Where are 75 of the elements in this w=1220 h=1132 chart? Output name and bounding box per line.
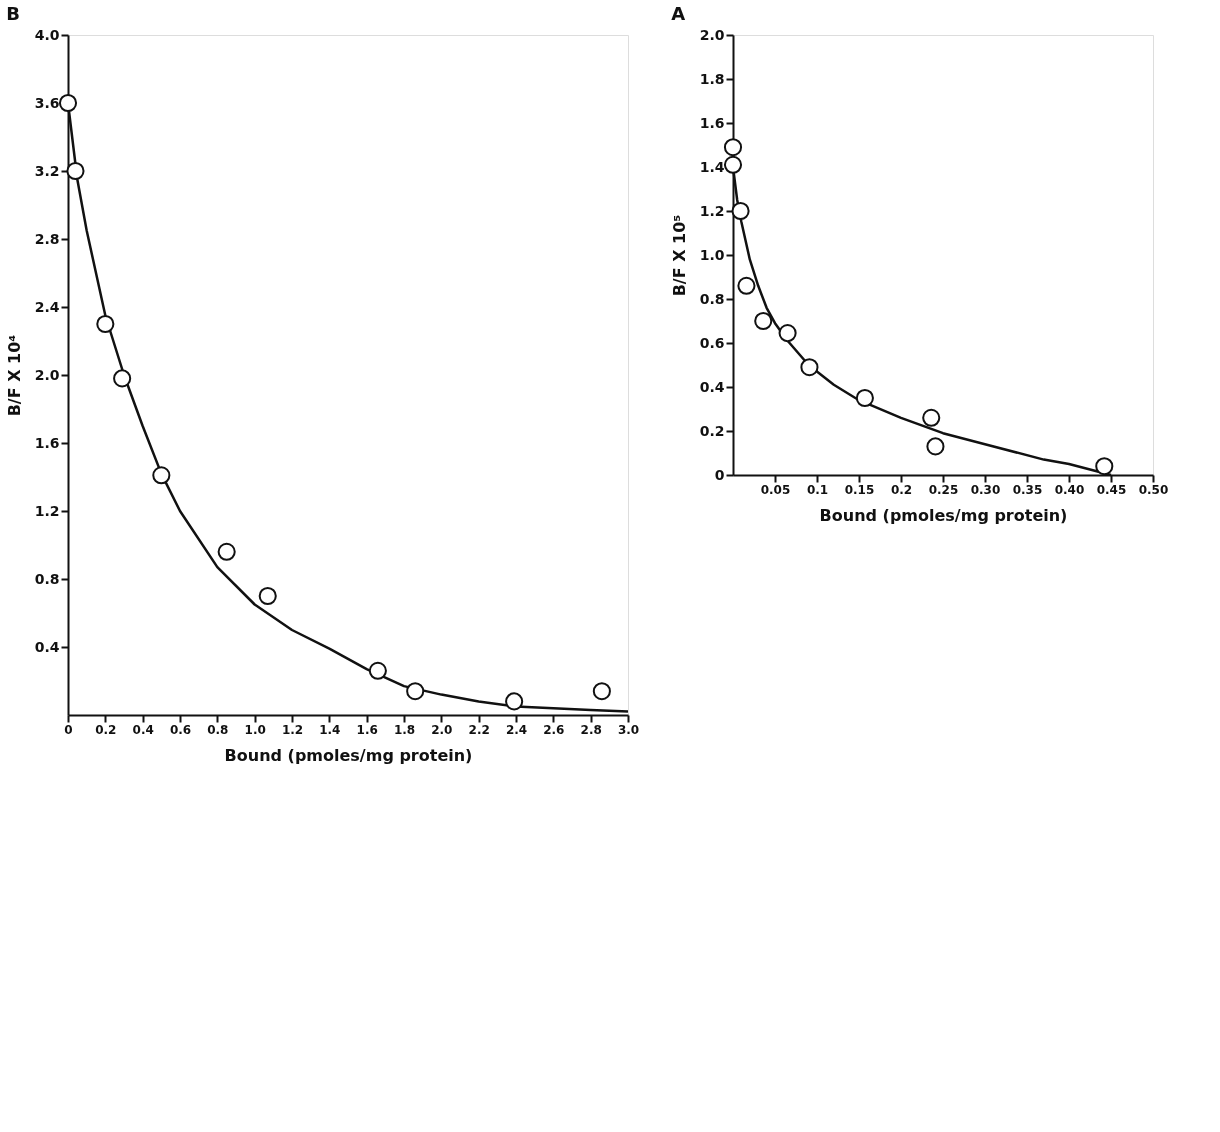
x-tick-label: 0.25	[928, 482, 959, 497]
point	[152, 466, 171, 485]
y-tick-label: 0.8	[34, 570, 60, 587]
x-tick-label: 2.8	[580, 722, 602, 737]
point	[406, 682, 425, 701]
y-tick-label: 2.4	[34, 298, 60, 315]
point	[922, 408, 941, 427]
x-tick-label: 0.15	[844, 482, 875, 497]
y-tick-label: 2.8	[34, 230, 60, 247]
x-tick-label: 0.05	[760, 482, 791, 497]
point	[113, 369, 132, 388]
x-tick-label: 1.8	[393, 722, 416, 737]
point	[217, 542, 236, 561]
x-axis-title: Bound (pmoles/mg protein)	[819, 505, 1068, 525]
y-tick-label: 1.4	[699, 158, 725, 175]
y-tick-label: 0.2	[699, 422, 725, 439]
point	[1095, 457, 1114, 476]
x-tick-label: 0.8	[207, 722, 229, 737]
x-tick-label: 0.30	[970, 482, 1001, 497]
x-axis-title: Bound (pmoles/mg protein)	[224, 745, 473, 765]
x-tick-label: 0.2	[890, 482, 913, 497]
x-tick-label: 0.6	[169, 722, 192, 737]
x-tick-label: 0.35	[1012, 482, 1043, 497]
x-tick-label: 0.45	[1096, 482, 1127, 497]
point	[368, 661, 387, 680]
y-axis-title: B/F X 10⁴	[4, 334, 24, 417]
y-tick-label: 2.0	[34, 366, 60, 383]
y-tick-label: 0.8	[699, 290, 725, 307]
chart-title: B	[6, 3, 20, 24]
chart-title: A	[671, 3, 686, 24]
point	[66, 161, 85, 181]
y-tick-label: 1.2	[699, 202, 725, 219]
x-tick-label: 0.2	[95, 722, 117, 737]
x-tick-label: 0.1	[806, 482, 829, 497]
y-tick-label: 1.6	[699, 114, 725, 131]
y-tick-label: 1.2	[34, 502, 60, 519]
y-tick-label: 1.0	[699, 246, 725, 263]
x-tick-label: 2.0	[431, 722, 453, 737]
x-tick-label: 0	[64, 722, 73, 737]
y-axis-title: B/F X 10⁵	[669, 214, 689, 297]
point	[754, 311, 773, 331]
point	[855, 388, 874, 408]
y-tick-label: 4.0	[34, 26, 60, 43]
y-tick-label: 0.6	[699, 334, 725, 351]
point	[723, 155, 743, 174]
y-tick-label: 3.6	[34, 94, 60, 111]
x-tick-label: 3.0	[617, 722, 640, 737]
x-tick-label: 2.4	[505, 722, 528, 737]
point	[800, 358, 819, 377]
point	[505, 692, 524, 711]
y-tick-label: 1.6	[34, 434, 60, 451]
x-tick-label: 0.40	[1054, 482, 1085, 497]
point	[723, 138, 743, 157]
point	[592, 682, 611, 701]
point	[737, 276, 756, 295]
y-tick-label: 0.4	[699, 378, 725, 395]
x-tick-label: 1.0	[244, 722, 266, 737]
x-tick-label: 0.4	[132, 722, 154, 737]
point	[96, 314, 115, 334]
x-tick-label: 1.6	[356, 722, 378, 737]
point	[258, 586, 277, 606]
x-tick-label: 0.50	[1138, 482, 1169, 497]
x-tick-label: 2.6	[543, 722, 565, 737]
point	[58, 93, 78, 113]
point	[778, 324, 797, 343]
point	[731, 201, 750, 221]
y-tick-label: 0	[714, 466, 725, 483]
x-tick-label: 1.2	[281, 722, 304, 737]
y-tick-label: 3.2	[34, 162, 60, 179]
y-tick-label: 1.8	[699, 70, 725, 87]
y-tick-label: 0.4	[34, 638, 60, 655]
y-tick-label: 2.0	[699, 26, 725, 43]
x-tick-label: 1.4	[319, 722, 341, 737]
x-tick-label: 2.2	[468, 722, 490, 737]
point	[926, 437, 945, 456]
